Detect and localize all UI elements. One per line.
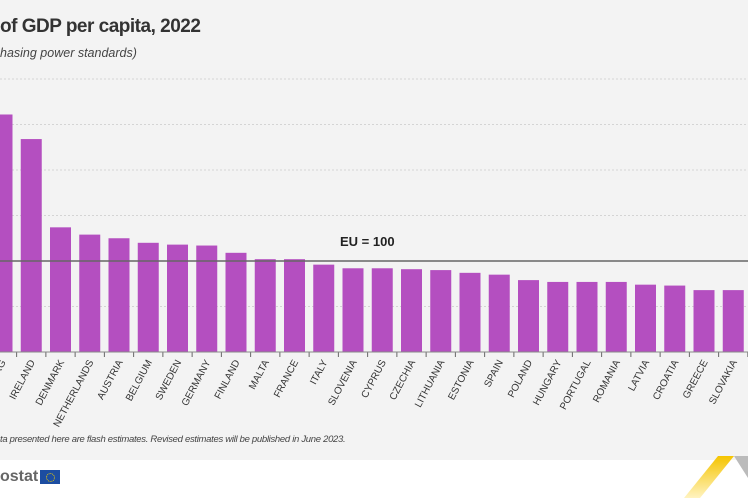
x-tick-label: IRELAND	[8, 358, 38, 401]
x-tick-label: CROATIA	[651, 358, 681, 402]
bar-austria	[108, 238, 130, 352]
x-tick-label: SLOVAKIA	[707, 358, 740, 406]
bar-ireland	[20, 139, 42, 352]
bar-cyprus	[371, 268, 393, 352]
bar-finland	[225, 252, 247, 352]
x-tick-label: GERMANY	[180, 358, 214, 408]
chart-subtitle: hasing power standards)	[0, 46, 137, 60]
bar-netherlands	[79, 234, 101, 352]
bar-slovakia	[722, 290, 744, 352]
x-tick-label: SLOVENIA	[326, 358, 359, 408]
bar-romania	[605, 281, 627, 352]
bar-malta	[254, 259, 276, 352]
bar-sweden	[167, 244, 188, 352]
x-tick-label: DENMARK	[34, 358, 67, 408]
bar-lithuania	[430, 270, 452, 352]
x-tick-label: ITALY	[308, 358, 330, 387]
x-tick-label: FRANCE	[272, 358, 301, 400]
bar-france	[284, 259, 305, 352]
eurostat-logo: ostat	[0, 468, 61, 486]
x-tick-label: CZECHIA	[388, 358, 418, 402]
x-tick-label: LATVIA	[627, 358, 653, 393]
x-tick-label: POLAND	[506, 358, 535, 399]
chart-title: of GDP per capita, 2022	[0, 16, 201, 37]
corner-decoration	[684, 456, 748, 498]
x-tick-label: CYPRUS	[360, 358, 389, 400]
footnote: ta presented here are flash estimates. R…	[0, 434, 346, 445]
x-tick-label: SWEDEN	[154, 358, 184, 402]
logo-text: ostat	[0, 468, 39, 485]
x-tick-label: MALTA	[247, 358, 272, 392]
x-tick-label: SPAIN	[482, 358, 505, 389]
bar-greece	[693, 290, 715, 352]
bar-germany	[196, 245, 218, 352]
x-tick-label: LITHUANIA	[413, 358, 447, 410]
bar-czechia	[401, 269, 422, 352]
bar-denmark	[50, 227, 71, 352]
x-tick-label: FINLAND	[213, 358, 243, 401]
x-tick-label: ESTONIA	[446, 358, 476, 402]
bar-belgium	[137, 242, 159, 352]
bar-estonia	[459, 272, 481, 352]
bar-portugal	[576, 281, 598, 352]
x-tick-label: ROMANIA	[591, 358, 623, 405]
bar-spain	[488, 274, 510, 352]
x-tick-label: PORTUGAL	[558, 358, 594, 412]
x-tick-label: AUSTRIA	[96, 358, 126, 402]
bar-poland	[518, 280, 539, 352]
bar-hungary	[547, 281, 569, 352]
x-tick-label: HUNGARY	[531, 358, 564, 407]
bar-rg	[0, 114, 13, 353]
x-tick-label: GREECE	[681, 358, 711, 401]
x-tick-label: BELGIUM	[124, 358, 155, 403]
eu-flag-icon	[40, 470, 61, 484]
bar-slovenia	[342, 268, 364, 352]
bar-latvia	[635, 284, 656, 352]
x-tick-label: RG	[0, 358, 9, 377]
bar-italy	[313, 264, 335, 352]
reference-line-label: EU = 100	[340, 234, 395, 249]
chart-panel	[0, 0, 748, 460]
bar-croatia	[664, 285, 686, 352]
